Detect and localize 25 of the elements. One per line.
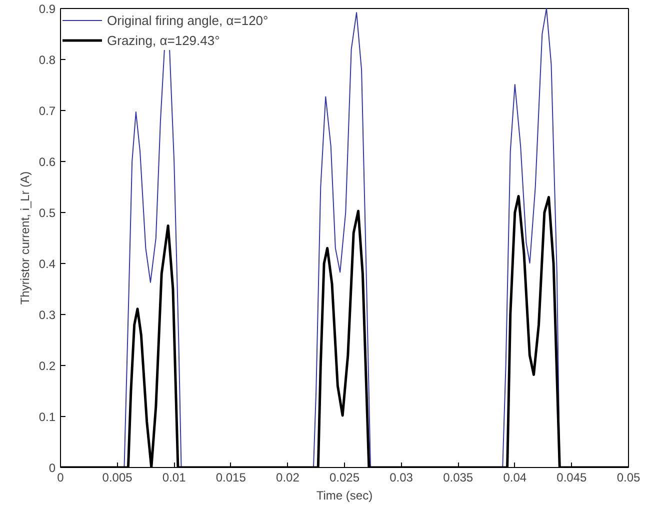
y-tick-label: 0.8 [38,53,56,67]
x-tick-label: 0 [57,470,64,484]
y-tick-label: 0.2 [38,359,56,373]
x-tick-label: 0.025 [329,470,360,484]
x-tick-label: 0.01 [162,470,186,484]
legend-label: Original firing angle, α=120° [107,12,268,28]
y-tick-label: 0.6 [38,155,56,169]
x-tick-label: 0.015 [216,470,246,484]
y-tick-label: 0.1 [38,410,56,424]
x-tick-label: 0.03 [390,470,414,484]
x-axis-title: Time (sec) [316,488,373,502]
y-axis-title: Thyristor current, i_Lr (A) [18,171,32,305]
y-tick-label: 0 [48,461,56,475]
x-tick-label: 0.05 [616,470,641,484]
legend-label: Grazing, α=129.43° [107,32,220,48]
x-tick-label: 0.04 [503,470,527,484]
x-tick-label: 0.045 [556,470,588,484]
y-tick-label: 0.7 [38,104,56,118]
y-tick-label: 0.9 [38,2,56,16]
y-tick-label: 0.5 [38,206,56,220]
x-tick-label: 0.035 [443,470,474,484]
y-tick-label: 0.3 [38,308,56,322]
y-tick-label: 0.4 [38,257,56,271]
x-tick-label: 0.005 [102,470,133,484]
x-tick-label: 0.02 [276,470,300,484]
